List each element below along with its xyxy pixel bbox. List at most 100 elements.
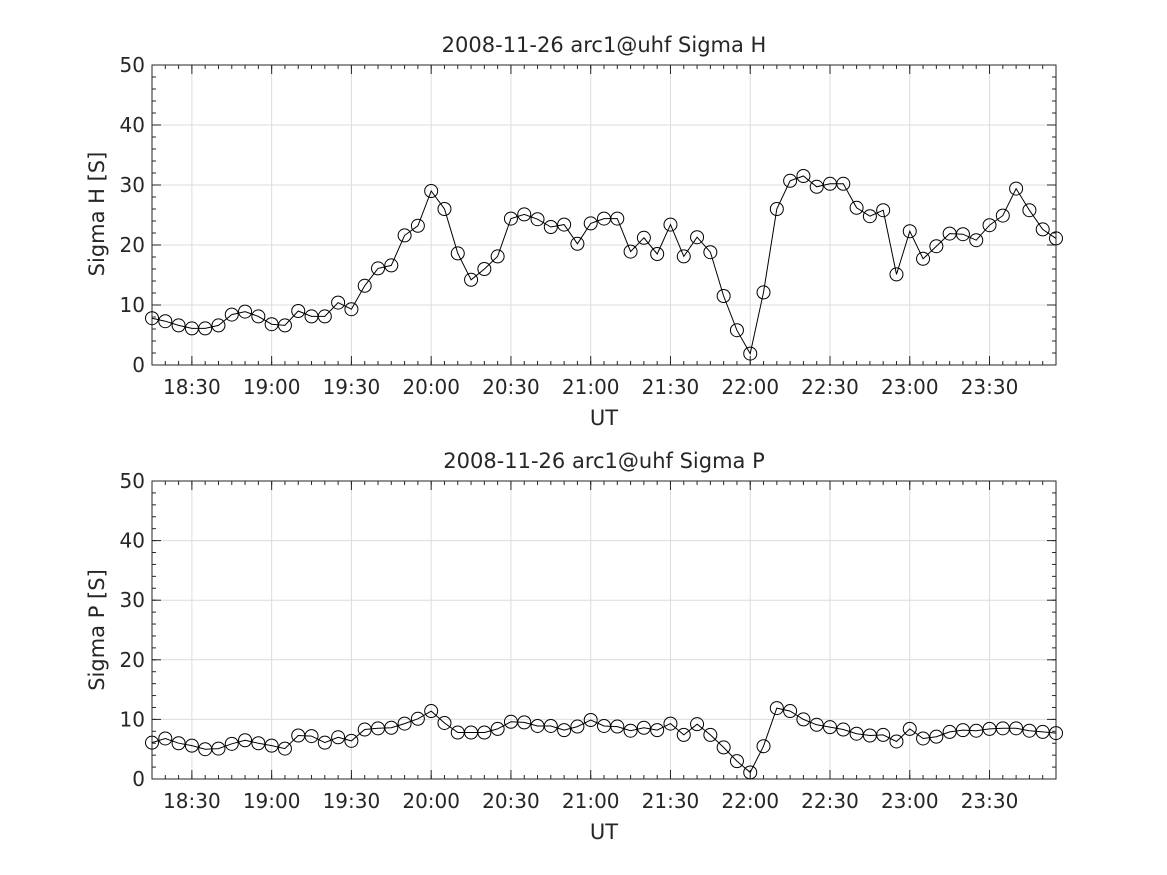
sigma-p-data-point bbox=[557, 723, 572, 738]
sigma-p-x-tick-label: 22:00 bbox=[721, 789, 779, 813]
sigma-h-x-tick-label: 19:00 bbox=[243, 375, 301, 399]
sigma-h-data-point bbox=[424, 184, 439, 198]
sigma-h-data-point bbox=[583, 216, 598, 231]
sigma-p-data-point bbox=[836, 722, 851, 737]
sigma-h-data-point bbox=[623, 244, 638, 259]
sigma-p-data-point bbox=[916, 731, 931, 746]
sigma-p-data-point bbox=[650, 723, 665, 738]
sigma-p-y-tick-label: 40 bbox=[120, 529, 145, 553]
sigma-p-y-tick-label: 10 bbox=[120, 707, 145, 731]
sigma-p-data-point bbox=[251, 736, 266, 751]
sigma-p-x-tick-label: 19:00 bbox=[243, 789, 301, 813]
sigma-p-data-point bbox=[517, 715, 532, 730]
sigma-h-y-tick-label: 20 bbox=[120, 233, 145, 257]
sigma-h-data-point bbox=[503, 211, 518, 226]
sigma-h-data-point bbox=[716, 289, 731, 303]
sigma-p-data-point bbox=[636, 720, 651, 735]
sigma-h-y-tick-label: 0 bbox=[132, 353, 145, 377]
sigma-p-data-point bbox=[543, 718, 558, 733]
sigma-p-data-point bbox=[384, 720, 399, 735]
sigma-h-data-point bbox=[703, 245, 718, 260]
sigma-h-data-point bbox=[955, 227, 970, 242]
sigma-h-data-point bbox=[251, 309, 266, 324]
sigma-p-y-tick-label: 30 bbox=[120, 588, 145, 612]
sigma-p-data-point bbox=[929, 729, 944, 744]
sigma-h-y-tick-label: 30 bbox=[120, 173, 145, 197]
sigma-h-x-axis-label: UT bbox=[590, 406, 618, 430]
sigma-h-data-point bbox=[916, 251, 931, 266]
sigma-h-data-point bbox=[743, 346, 758, 361]
sigma-h-data-point bbox=[331, 295, 346, 310]
sigma-p-plot-area: 18:30 19:00 19:30 20:00 20:30 21:00 21:30 22:00… bbox=[120, 469, 1063, 813]
sigma-p-data-point bbox=[769, 701, 784, 716]
sigma-p-data-point bbox=[424, 704, 439, 719]
sigma-p-data-point bbox=[902, 721, 917, 736]
sigma-h-data-point bbox=[397, 228, 412, 243]
sigma-h-x-tick-label: 20:30 bbox=[482, 375, 540, 399]
sigma-h-data-point bbox=[464, 272, 479, 287]
sigma-p-x-tick-label: 20:30 bbox=[482, 789, 540, 813]
sigma-h-data-point bbox=[557, 217, 572, 232]
sigma-h-y-tick-label: 40 bbox=[120, 113, 145, 137]
sigma-p-data-point bbox=[849, 726, 864, 741]
sigma-p-data-point bbox=[277, 741, 292, 756]
sigma-p-x-tick-label: 23:30 bbox=[961, 789, 1019, 813]
sigma-h-data-point bbox=[636, 230, 651, 245]
sigma-p-data-point bbox=[171, 736, 186, 751]
sigma-h-data-point bbox=[530, 212, 545, 227]
sigma-h-y-tick-label: 10 bbox=[120, 293, 145, 317]
sigma-h-data-point bbox=[729, 323, 744, 338]
sigma-h-data-point bbox=[610, 211, 625, 226]
sigma-p-data-point bbox=[729, 754, 744, 769]
sigma-p-y-tick-label: 50 bbox=[120, 469, 145, 493]
sigma-p-data-point bbox=[344, 733, 359, 748]
sigma-p-y-tick-label: 0 bbox=[132, 767, 145, 791]
sigma-h-data-point bbox=[277, 318, 292, 333]
sigma-p-data-point bbox=[264, 738, 279, 753]
sigma-h-data-point bbox=[650, 247, 665, 261]
sigma-h-data-point bbox=[238, 304, 253, 319]
sigma-p-data-point bbox=[796, 712, 811, 727]
sigma-h-data-point bbox=[145, 311, 159, 326]
sigma-p-axes-box bbox=[151, 480, 1057, 780]
sigma-p-data-point bbox=[676, 727, 691, 742]
sigma-h-data-point bbox=[490, 249, 505, 264]
sigma-h-series-line bbox=[151, 175, 1057, 355]
sigma-h-data-point bbox=[198, 321, 213, 336]
sigma-p-y-tick-label: 20 bbox=[120, 648, 145, 672]
sigma-p-data-point bbox=[397, 716, 412, 731]
sigma-h-data-point bbox=[836, 176, 851, 191]
sigma-p-data-point bbox=[783, 704, 798, 719]
sigma-h-data-point bbox=[809, 179, 824, 194]
sigma-p-data-point bbox=[317, 735, 332, 750]
sigma-p-data-point bbox=[437, 715, 452, 730]
sigma-h-data-point bbox=[969, 233, 984, 248]
sigma-p-x-tick-label: 21:00 bbox=[562, 789, 620, 813]
sigma-h-data-point bbox=[769, 202, 784, 216]
sigma-p-x-tick-label: 20:00 bbox=[402, 789, 460, 813]
sigma-p-data-point bbox=[224, 736, 239, 751]
sigma-p-data-point bbox=[490, 721, 505, 736]
sigma-p-data-point bbox=[942, 724, 957, 739]
sigma-h-x-tick-label: 23:00 bbox=[881, 375, 939, 399]
sigma-h-data-point bbox=[437, 202, 452, 216]
sigma-h-data-point bbox=[982, 218, 997, 233]
sigma-p-x-tick-label: 18:30 bbox=[163, 789, 221, 813]
sigma-h-data-point bbox=[1035, 222, 1050, 237]
sigma-h-data-point bbox=[1022, 203, 1037, 218]
sigma-h-data-point bbox=[344, 302, 359, 317]
sigma-h-plot-area: 18:30 19:00 19:30 20:00 20:30 21:00 21:30 22:00… bbox=[120, 53, 1063, 399]
sigma-p-data-point bbox=[1049, 726, 1063, 741]
sigma-p-x-tick-label: 23:00 bbox=[881, 789, 939, 813]
sigma-p-data-point bbox=[184, 738, 199, 753]
sigma-h-data-point bbox=[862, 209, 877, 224]
sigma-p-data-point bbox=[477, 725, 492, 740]
sigma-h-data-point bbox=[211, 318, 226, 333]
sigma-h-data-point bbox=[796, 169, 811, 183]
sigma-h-y-tick-label: 50 bbox=[120, 53, 145, 77]
sigma-h-panel: 2008-11-26 arc1@uhf Sigma H UT Sigma H [… bbox=[85, 33, 1063, 430]
sigma-h-x-tick-label: 22:00 bbox=[721, 375, 779, 399]
sigma-h-x-tick-label: 23:30 bbox=[961, 375, 1019, 399]
sigma-p-data-point bbox=[969, 723, 984, 738]
